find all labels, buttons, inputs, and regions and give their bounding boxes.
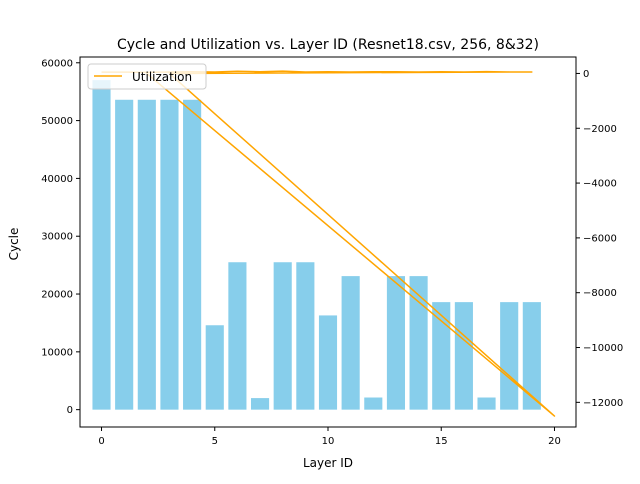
chart-title: Cycle and Utilization vs. Layer ID (Resn… [117, 37, 539, 53]
bar-layer-5 [205, 325, 224, 410]
bar-layer-12 [364, 397, 383, 410]
bar-layer-4 [183, 99, 202, 410]
y-tick-label: 30000 [41, 232, 73, 243]
bar-layer-2 [137, 99, 156, 410]
bar-layer-19 [522, 302, 541, 410]
bar-layer-15 [432, 302, 451, 410]
bar-layer-9 [296, 262, 315, 410]
y2-tick-label: −8000 [583, 288, 617, 299]
y2-tick-label: −4000 [583, 179, 617, 190]
y-tick-label: 0 [67, 405, 73, 416]
bar-layer-16 [454, 302, 473, 410]
y-axis-ticks: 0 10000 20000 30000 40000 50000 60000 [41, 58, 80, 416]
legend: Utilization [87, 63, 207, 90]
x-axis-ticks: 0 5 10 15 20 [98, 427, 561, 447]
x-axis-label: Layer ID [303, 456, 353, 470]
y-tick-label: 40000 [41, 174, 73, 185]
y-tick-label: 20000 [41, 290, 73, 301]
bar-layer-18 [500, 302, 519, 410]
y2-axis-ticks: 0 −2000 −4000 −6000 −8000 −10000 −12000 [576, 69, 623, 409]
y2-tick-label: −10000 [583, 343, 623, 354]
y-tick-label: 10000 [41, 347, 73, 358]
legend-label-utilization: Utilization [132, 70, 192, 84]
bar-layer-7 [250, 398, 270, 410]
y2-tick-label: −12000 [583, 398, 623, 409]
y2-tick-label: 0 [583, 69, 589, 80]
x-tick-label: 0 [98, 436, 104, 447]
bar-layer-17 [477, 397, 496, 410]
bar-layer-13 [386, 276, 406, 410]
x-tick-label: 10 [322, 436, 335, 447]
y-tick-label: 50000 [41, 116, 73, 127]
bar-layer-11 [341, 276, 360, 410]
bar-layer-3 [160, 99, 179, 410]
x-tick-label: 5 [212, 436, 218, 447]
bar-layer-6 [228, 262, 247, 410]
bars-layer [92, 80, 541, 410]
y-tick-label: 60000 [41, 58, 73, 69]
bar-layer-14 [409, 276, 428, 410]
bar-layer-8 [273, 262, 292, 410]
y2-tick-label: −2000 [583, 124, 617, 135]
y-axis-label: Cycle [7, 228, 21, 261]
x-tick-label: 20 [548, 436, 561, 447]
bar-layer-10 [318, 315, 338, 410]
x-tick-label: 15 [435, 436, 448, 447]
bar-layer-0 [92, 80, 111, 410]
bar-layer-1 [115, 99, 134, 410]
y2-tick-label: −6000 [583, 233, 617, 244]
